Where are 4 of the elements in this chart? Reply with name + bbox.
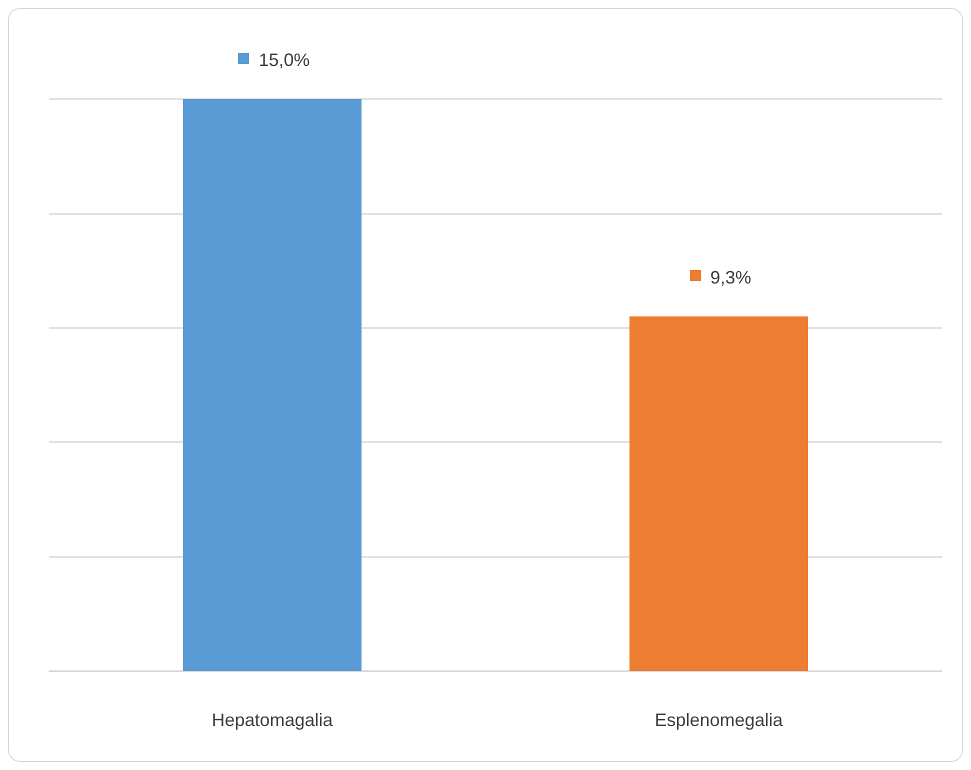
- x-tick-label: Esplenomegalia: [654, 710, 784, 730]
- data-label: 15,0%: [258, 50, 310, 70]
- x-tick-label: Hepatomagalia: [212, 710, 334, 730]
- data-label: 9,3%: [710, 267, 752, 288]
